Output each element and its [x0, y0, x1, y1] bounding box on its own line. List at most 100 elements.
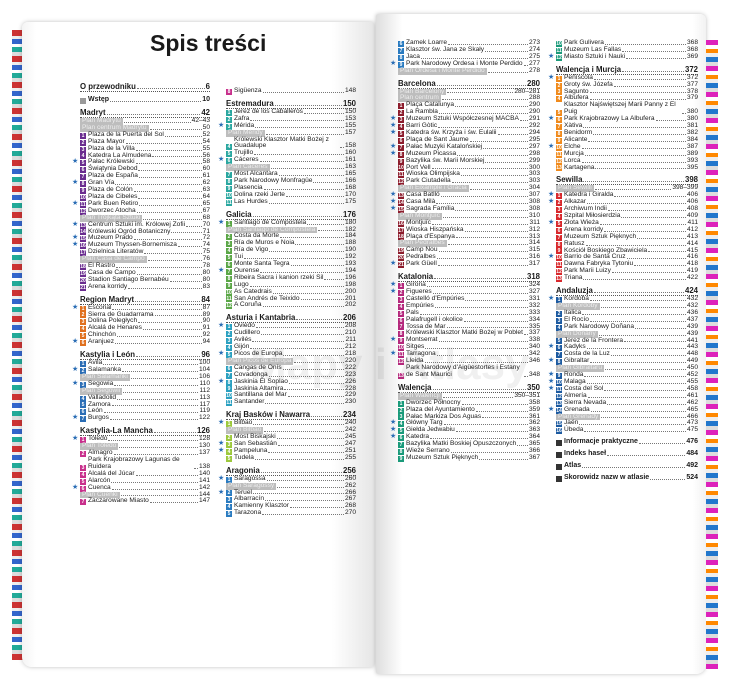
page-number: 147 — [198, 497, 210, 505]
map-title: Plan Bilbao — [226, 426, 264, 435]
map-entry: Plan Madrytu 42–43 — [80, 117, 210, 125]
toc-entry: 17 Wioska Hiszpańska 312 — [398, 226, 540, 234]
dot-leader — [586, 382, 686, 384]
entry-number: 2 — [226, 116, 232, 123]
entry-number: 6 — [80, 485, 86, 492]
page-number: 262 — [344, 481, 356, 489]
page-number: 432 — [686, 295, 698, 303]
dot-leader — [451, 182, 528, 184]
page-number: 142 — [198, 483, 210, 491]
toc-entry: ★ 9 Montserrat 338 — [390, 336, 540, 345]
section-title: Kastylia-La Mancha — [80, 426, 153, 436]
star-icon: ★ — [390, 198, 397, 206]
toc-entry: ★ 10 Elche 387 — [548, 142, 698, 151]
page-number: 387 — [686, 142, 698, 150]
page-number: 348 — [528, 370, 540, 378]
star-icon: ★ — [390, 59, 397, 67]
entry-number: 10 — [556, 40, 562, 47]
dot-leader — [135, 300, 201, 302]
dot-leader — [123, 391, 199, 393]
dot-leader — [255, 126, 344, 128]
toc-entry: ★ 2 Salamanka 104 — [72, 366, 210, 374]
entry-title: Zamek Loarre — [406, 39, 448, 46]
page-number: 476 — [686, 438, 698, 446]
toc-entry: ★ 8 Jaskinia El Soplao 226 — [218, 378, 356, 386]
toc-entry: 5 Jerez de la Frontera 441 — [556, 337, 698, 345]
page-number: 228 — [344, 384, 356, 392]
page-number: 150 — [344, 107, 356, 115]
section-title: Walencja i Murcja — [556, 64, 622, 74]
toc-entry: ★ 2 Alkazar 406 — [548, 198, 698, 207]
dot-leader — [469, 189, 528, 191]
dot-leader — [261, 334, 344, 336]
dot-leader — [136, 273, 202, 275]
entry-number: 3 — [398, 414, 404, 421]
toc-entry: 20 Pedralbes 316 — [398, 253, 540, 262]
page-number: 160 — [344, 149, 356, 157]
entry-title: Oviedo — [234, 322, 255, 330]
page-number: 317 — [528, 260, 540, 268]
dot-leader — [588, 140, 686, 142]
page-number: 377 — [686, 80, 698, 88]
page-number: 166 — [344, 176, 356, 184]
toc-entry: 7 Costa de la Luz 448 — [556, 350, 698, 359]
dot-leader — [136, 88, 205, 89]
page-number: 78 — [202, 262, 210, 270]
toc-entry: 1 Plaza de la Puerta del Sol 52 — [80, 131, 210, 139]
dot-leader — [277, 486, 344, 488]
entry-number: 9 — [226, 185, 232, 192]
dot-leader — [587, 396, 686, 398]
entry-title: Xàtiva — [564, 122, 583, 130]
toc-entry: 2 Most Biskajski 245 — [226, 433, 356, 441]
page-number: 130 — [198, 442, 210, 450]
toc-entry: 7 Covadonga 223 — [226, 371, 356, 379]
entry-number: 7 — [398, 47, 404, 54]
page-number: 361 — [528, 412, 540, 420]
entry-title: Królewski Ogród Botaniczny — [88, 227, 171, 235]
star-icon: ★ — [390, 115, 397, 123]
dot-leader — [295, 244, 344, 246]
page-number: 70 — [202, 220, 210, 228]
page-number: 268 — [344, 502, 356, 510]
entry-title: Tossa de Mar — [406, 322, 446, 330]
map-title: Plan Gibraltaru — [556, 364, 604, 373]
dot-leader — [250, 119, 344, 121]
section-title: Katalonia — [398, 272, 434, 282]
star-icon: ★ — [218, 474, 225, 482]
toc-entry: ★ 21 Park Güell 317 — [390, 260, 540, 269]
dot-leader — [115, 343, 202, 345]
entry-title: Alicante — [564, 135, 588, 143]
section-heading: Sewilla 398 — [556, 175, 698, 186]
dot-leader — [483, 147, 528, 149]
entry-title: Pałac Markiza Dos Aguas — [406, 412, 482, 420]
toc-entry: ★ 1 Girona 324 — [390, 281, 540, 289]
toc-entry: 3 Plaza de la Villa 55 — [80, 145, 210, 153]
entry-number: 5 — [80, 478, 86, 485]
entry-title: Salamanka — [88, 366, 121, 373]
entry-number: 6 — [556, 117, 562, 124]
entry-title: Park Narodowy Ordesa i Monte Perdido — [406, 59, 523, 67]
page-number: 245 — [344, 433, 356, 441]
entry-number: 10 — [556, 144, 562, 151]
section-title: Walencja — [398, 382, 432, 392]
dot-leader — [648, 251, 686, 253]
entry-title: Park Buen Retiro — [88, 199, 139, 207]
toc-entry: 8 Park Narodowy Monfragüe 166 — [226, 176, 356, 185]
dot-leader — [283, 354, 344, 356]
toc-entry: 15 Jaén 473 — [556, 420, 698, 428]
entry-number: 2 — [556, 200, 562, 207]
toc-entry: ★ 1 Katedra i Giralda 406 — [548, 191, 698, 200]
dot-leader — [278, 174, 344, 176]
entry-number: 5 — [398, 428, 404, 435]
entry-title: Arena korridy — [88, 282, 128, 290]
dot-leader — [447, 244, 528, 246]
toc-entry: 2 Cudillero 210 — [226, 329, 356, 338]
page-number: 210 — [344, 329, 356, 337]
dot-leader — [122, 370, 198, 372]
dot-leader — [259, 161, 344, 163]
toc-entry: 16 Úbeda 475 — [556, 426, 698, 435]
entry-title: Albufera — [564, 94, 589, 102]
entry-title: Plaza del Ayuntamiento — [406, 405, 475, 413]
toc-entry: 4 Katedra La Almudena 56 — [80, 152, 210, 160]
entry-number: 4 — [80, 471, 86, 478]
